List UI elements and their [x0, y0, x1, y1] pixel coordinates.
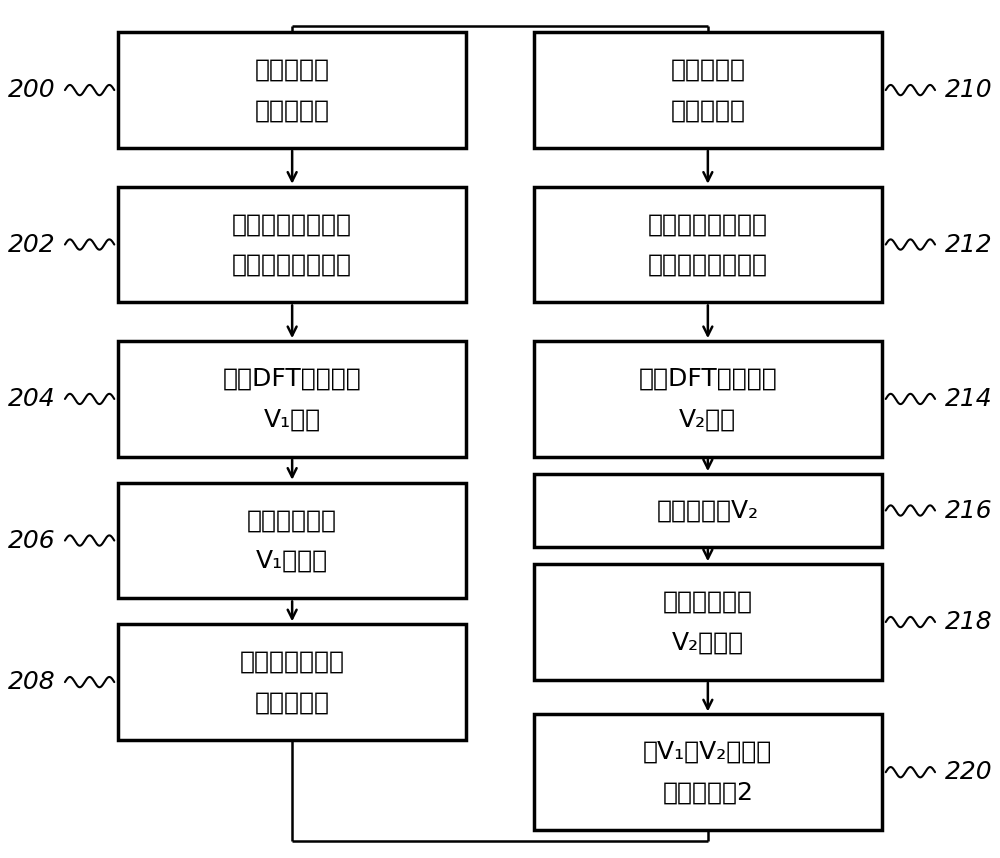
Text: 存储到相位缓冲器: 存储到相位缓冲器	[232, 253, 352, 277]
Text: 216: 216	[945, 498, 992, 523]
Text: 220: 220	[945, 760, 992, 784]
Text: 212: 212	[945, 233, 992, 257]
Bar	[118, 32, 466, 148]
Text: 测量每一个: 测量每一个	[255, 57, 330, 82]
Text: 将每一个相位的值: 将每一个相位的值	[648, 212, 768, 236]
Bar	[534, 474, 882, 547]
Bar	[118, 187, 466, 303]
Text: 202: 202	[8, 233, 55, 257]
Text: 208: 208	[8, 670, 55, 694]
Text: 218: 218	[945, 610, 992, 634]
Text: 去旋转向量V₂: 去旋转向量V₂	[657, 498, 759, 523]
Text: 210: 210	[945, 78, 992, 102]
Text: 相位的电荷: 相位的电荷	[255, 99, 330, 123]
Text: V₁的角度: V₁的角度	[256, 549, 328, 573]
Bar	[118, 482, 466, 599]
Text: 将角度值存储在: 将角度值存储在	[240, 650, 345, 674]
Bar	[534, 565, 882, 680]
Bar	[118, 625, 466, 740]
Text: 帧缓冲器中: 帧缓冲器中	[255, 691, 330, 715]
Bar	[534, 32, 882, 148]
Text: 将每一个相位的值: 将每一个相位的值	[232, 212, 352, 236]
Text: 使用DFT计算向量: 使用DFT计算向量	[638, 366, 777, 390]
Text: 200: 200	[8, 78, 55, 102]
Text: 对V₁和V₂的角度: 对V₁和V₂的角度	[643, 740, 772, 764]
Text: 计算复平面中: 计算复平面中	[247, 508, 337, 532]
Text: V₁表示: V₁表示	[264, 408, 321, 432]
Text: 相位的电荷: 相位的电荷	[670, 99, 745, 123]
Text: V₂表示: V₂表示	[679, 408, 736, 432]
Text: 存储到相位缓冲器: 存储到相位缓冲器	[648, 253, 768, 277]
Bar	[534, 187, 882, 303]
Text: 214: 214	[945, 387, 992, 411]
Text: 计算复平面中: 计算复平面中	[663, 589, 753, 613]
Bar	[534, 714, 882, 831]
Bar	[118, 341, 466, 456]
Text: 测量每一个: 测量每一个	[670, 57, 745, 82]
Text: 求和并除以2: 求和并除以2	[662, 781, 753, 805]
Bar	[534, 341, 882, 456]
Text: 使用DFT计算向量: 使用DFT计算向量	[223, 366, 362, 390]
Text: 206: 206	[8, 529, 55, 553]
Text: 204: 204	[8, 387, 55, 411]
Text: V₂的角度: V₂的角度	[672, 631, 744, 655]
